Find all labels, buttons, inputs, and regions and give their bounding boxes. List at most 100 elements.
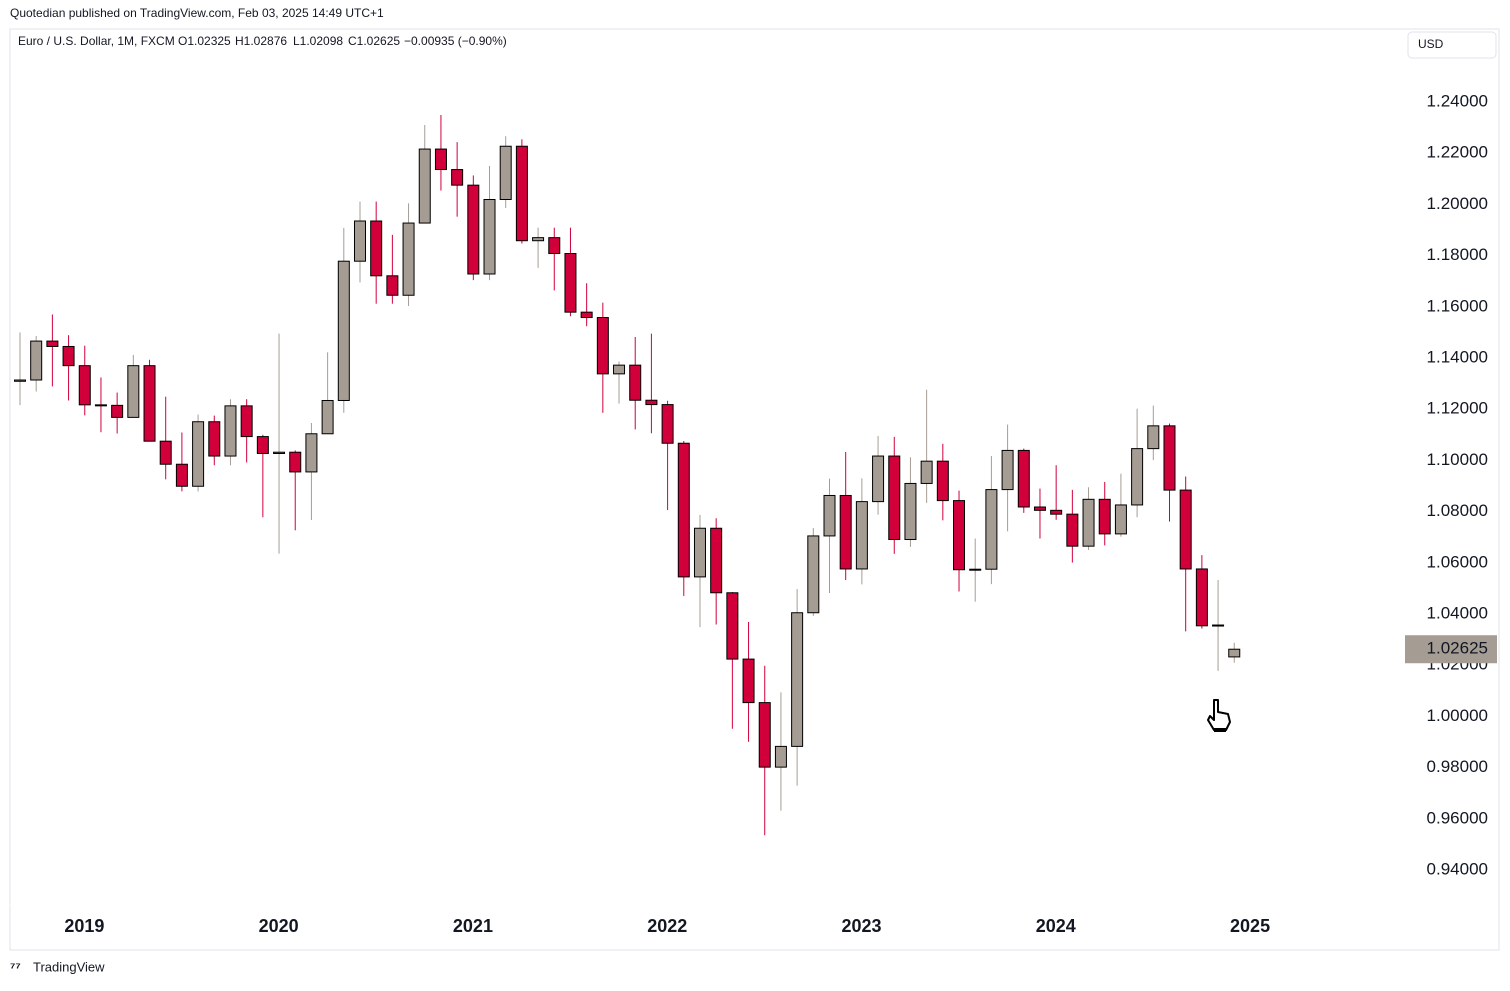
x-tick-label: 2023 — [841, 916, 881, 936]
candle-body — [175, 463, 188, 487]
y-tick-label: 1.18000 — [1427, 245, 1488, 264]
candle-body — [774, 745, 787, 768]
candle-body — [726, 592, 739, 660]
x-tick-label: 2021 — [453, 916, 493, 936]
candle-body — [337, 260, 350, 401]
y-tick-label: 1.12000 — [1427, 399, 1488, 418]
candle-body — [1228, 648, 1241, 658]
candle-body — [499, 145, 512, 200]
candle-body — [1098, 498, 1111, 535]
ohlc-open: O1.02325 — [178, 34, 231, 48]
y-tick-label: 0.98000 — [1427, 757, 1488, 776]
currency[interactable]: USD — [1418, 37, 1444, 51]
symbol: Euro / U.S. Dollar, 1M, FXCM — [18, 34, 175, 48]
candle-body — [548, 237, 561, 255]
y-tick-label: 1.24000 — [1427, 91, 1488, 110]
candle-body — [1050, 509, 1063, 515]
candle-body — [645, 399, 658, 406]
y-tick-label: 1.06000 — [1427, 552, 1488, 571]
candle-body — [1131, 448, 1144, 506]
candle-body — [1066, 513, 1079, 547]
candle-body — [515, 145, 528, 242]
currency-button[interactable] — [1407, 31, 1497, 59]
candle-body — [1195, 568, 1208, 627]
candle-body — [240, 405, 253, 438]
candle-body — [936, 460, 949, 502]
candle-body — [127, 365, 140, 418]
candle-body — [62, 345, 75, 367]
candle-body — [305, 433, 318, 473]
candle-body — [629, 364, 642, 401]
x-tick-label: 2022 — [647, 916, 687, 936]
y-tick-label: 1.16000 — [1427, 296, 1488, 315]
candle-body — [483, 198, 496, 275]
candle-body — [224, 405, 237, 457]
candle-body — [30, 340, 43, 381]
candle-body — [953, 500, 966, 571]
candle-body — [111, 404, 124, 418]
candle-body — [580, 311, 593, 319]
y-tick-label: 0.94000 — [1427, 860, 1488, 879]
candle-body — [985, 489, 998, 570]
candle-body — [418, 148, 431, 224]
candle-body — [1179, 489, 1192, 570]
candle-body — [742, 658, 755, 704]
y-tick-label: 1.10000 — [1427, 450, 1488, 469]
candle-body — [969, 568, 982, 571]
candle-body — [920, 460, 933, 484]
candle-body — [321, 399, 334, 435]
x-tick-label: 2019 — [64, 916, 104, 936]
candle-body — [1147, 425, 1160, 450]
candle-body — [94, 404, 107, 407]
candle-body — [353, 220, 366, 262]
candle-body — [46, 340, 59, 347]
ohlc-close: C1.02625 — [348, 34, 400, 48]
ohlc-low: L1.02098 — [293, 34, 343, 48]
last-price-label: 1.02625 — [1427, 639, 1488, 658]
candle-body — [596, 317, 609, 375]
candle-body — [14, 379, 26, 382]
candle-body — [256, 436, 269, 454]
candle-body — [1212, 624, 1225, 627]
y-tick-label: 1.08000 — [1427, 501, 1488, 520]
x-tick-label: 2024 — [1036, 916, 1076, 936]
candle-body — [564, 253, 577, 313]
candle-body — [434, 148, 447, 171]
x-tick-label: 2020 — [259, 916, 299, 936]
y-tick-label: 1.20000 — [1427, 194, 1488, 213]
chart-frame — [9, 28, 1500, 951]
candle-body — [904, 482, 917, 541]
candle-body — [613, 364, 626, 375]
candle-body — [823, 494, 836, 537]
candle-body — [791, 612, 804, 747]
candle-body — [1163, 425, 1176, 491]
candle-body — [1001, 449, 1014, 491]
candle-body — [693, 527, 706, 578]
candle-body — [1017, 449, 1030, 508]
candle-body — [807, 535, 820, 614]
candle-body — [467, 184, 480, 275]
last-price-box — [1405, 635, 1497, 664]
candle-body — [710, 527, 723, 594]
candle-body — [661, 404, 674, 444]
candle-body — [1082, 498, 1095, 547]
cursor-icon — [1207, 699, 1231, 732]
y-tick-label: 1.22000 — [1427, 143, 1488, 162]
candle-body — [839, 494, 852, 570]
candle-body — [159, 440, 172, 465]
candle-body — [872, 455, 885, 503]
candle-body — [208, 421, 221, 457]
y-tick-label: 1.00000 — [1427, 706, 1488, 725]
x-tick-label: 2025 — [1230, 916, 1270, 936]
footer-logo-mark: ⁷⁷ — [10, 959, 21, 974]
y-tick-label: 0.96000 — [1427, 808, 1488, 827]
candle-body — [758, 702, 771, 768]
candle-body — [78, 365, 91, 406]
candle-body — [386, 275, 399, 296]
publisher: Quotedian published on TradingView.com, … — [10, 6, 384, 20]
candle-body — [677, 442, 690, 578]
candle-body — [1033, 506, 1046, 511]
candle-body — [143, 365, 156, 442]
